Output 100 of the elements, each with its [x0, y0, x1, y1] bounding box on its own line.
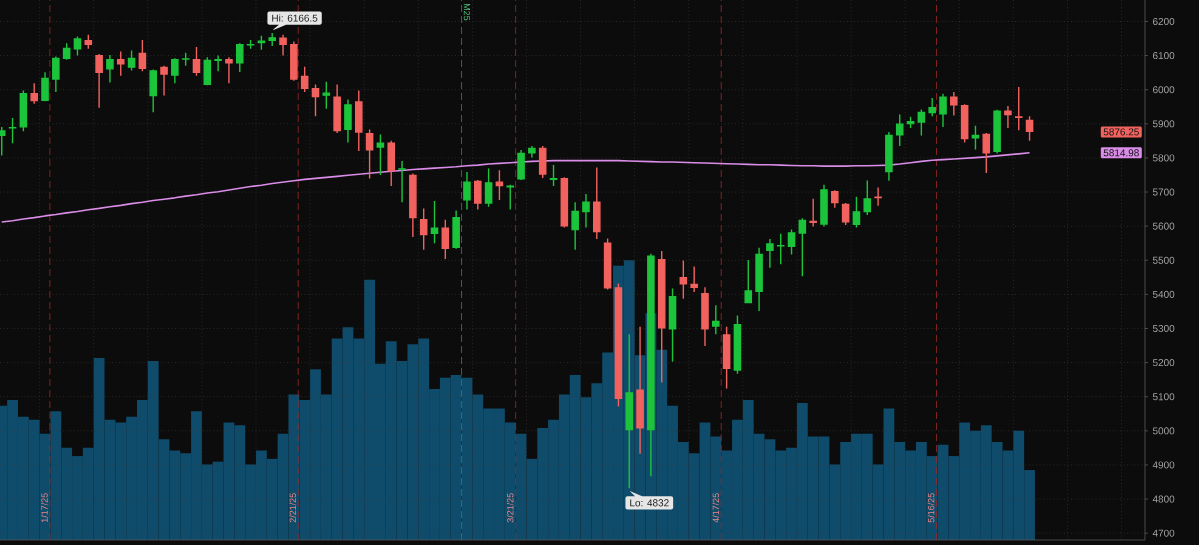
candlestick — [993, 109, 1001, 155]
candlestick — [549, 164, 558, 187]
candlestick — [95, 53, 103, 109]
candlestick — [582, 193, 590, 229]
candlestick — [593, 166, 601, 240]
y-tick-label: 5200 — [1152, 359, 1175, 367]
candlestick — [939, 93, 947, 128]
y-tick-label: 5000 — [1152, 427, 1175, 435]
candlestick — [1004, 105, 1012, 129]
candlestick — [712, 304, 720, 335]
candlestick — [831, 189, 839, 209]
candlestick — [1025, 115, 1034, 142]
candlestick — [127, 49, 136, 72]
candlestick — [701, 286, 709, 347]
candlestick — [950, 91, 958, 117]
candlestick — [138, 39, 147, 72]
candlestick — [171, 57, 179, 84]
candlestick — [322, 81, 331, 110]
candlestick — [452, 209, 460, 250]
candlestick — [484, 167, 493, 208]
candlestick — [744, 259, 753, 304]
candlestick — [160, 65, 168, 97]
y-tick-label: 4800 — [1152, 495, 1175, 503]
candlestick — [52, 55, 60, 93]
candlestick — [376, 133, 385, 176]
candlestick — [149, 68, 157, 113]
candlestick — [571, 201, 579, 251]
candlestick — [41, 71, 49, 102]
candlestick — [116, 50, 125, 77]
candlestick — [268, 32, 277, 47]
candlestick — [917, 108, 926, 137]
candlestick — [863, 179, 872, 216]
candlestick — [517, 149, 525, 181]
candlestick — [528, 145, 536, 159]
text: 5876.25 — [1103, 128, 1139, 136]
candlestick — [365, 128, 374, 180]
y-tick-label: 5100 — [1152, 393, 1175, 401]
candlestick — [495, 169, 504, 201]
candlestick — [906, 115, 915, 129]
candlestick — [852, 196, 861, 229]
candlestick — [1014, 86, 1023, 131]
candlestick — [8, 117, 17, 144]
y-tick-label: 5800 — [1152, 154, 1175, 162]
candlestick — [874, 186, 882, 207]
annotation: Lo: 4832 — [630, 499, 669, 507]
candlestick — [679, 259, 688, 300]
text: 5814.98 — [1103, 149, 1139, 157]
candlestick — [398, 160, 406, 203]
candlestick — [30, 82, 38, 105]
candlestick — [463, 171, 471, 211]
candlestick — [290, 40, 298, 82]
candlestick — [885, 131, 893, 182]
candlestick — [409, 172, 417, 238]
candlestick — [192, 46, 201, 77]
candlestick — [181, 52, 190, 67]
y-tick-label: 6100 — [1153, 52, 1175, 60]
annotation: 2/21/25 — [289, 493, 296, 523]
candlestick — [257, 35, 266, 51]
candlestick — [235, 42, 244, 73]
candlestick — [895, 113, 904, 147]
annotation: 4/17/25 — [712, 493, 720, 523]
candlestick — [766, 238, 774, 269]
candlestick — [787, 228, 796, 256]
candlestick — [668, 287, 677, 363]
candlestick — [928, 97, 936, 117]
candlestick — [798, 217, 807, 277]
candlestick — [106, 54, 114, 84]
y-tick-label: 4700 — [1152, 529, 1175, 537]
y-tick-label: 6000 — [1153, 86, 1175, 94]
candlestick — [474, 179, 482, 211]
candlestick — [506, 184, 515, 211]
y-tick-label: 5500 — [1152, 256, 1175, 264]
y-tick-label: 5400 — [1152, 290, 1175, 298]
y-tick-label: 6200 — [1153, 17, 1175, 25]
candlestick — [225, 56, 233, 84]
y-tick-label: 4900 — [1152, 461, 1175, 469]
candlestick — [214, 54, 222, 72]
candlestick — [809, 198, 817, 228]
candlestick — [419, 207, 428, 251]
candlestick — [971, 125, 980, 151]
candlestick — [279, 34, 287, 57]
candlestick — [776, 232, 785, 266]
candlestick — [982, 132, 991, 174]
candlestick — [246, 39, 255, 50]
annotation: 1/17/25 — [41, 493, 48, 523]
y-tick-label: 5900 — [1152, 120, 1175, 128]
candlestick — [820, 184, 828, 228]
candlestick — [333, 83, 341, 134]
annotation: Hi: 6166.5 — [272, 14, 318, 22]
annotation: M25 — [463, 3, 471, 21]
candlestick — [311, 83, 320, 117]
y-tick-label: 5700 — [1152, 188, 1175, 196]
candlestick — [430, 200, 439, 244]
annotation: 3/21/25 — [506, 493, 514, 523]
y-tick-label: 5600 — [1152, 222, 1175, 230]
candlestick — [344, 98, 352, 144]
y-tick-label: 5300 — [1152, 324, 1175, 333]
candlestick — [690, 265, 698, 293]
annotation: 5/16/25 — [927, 493, 935, 523]
candlestick — [84, 34, 93, 50]
